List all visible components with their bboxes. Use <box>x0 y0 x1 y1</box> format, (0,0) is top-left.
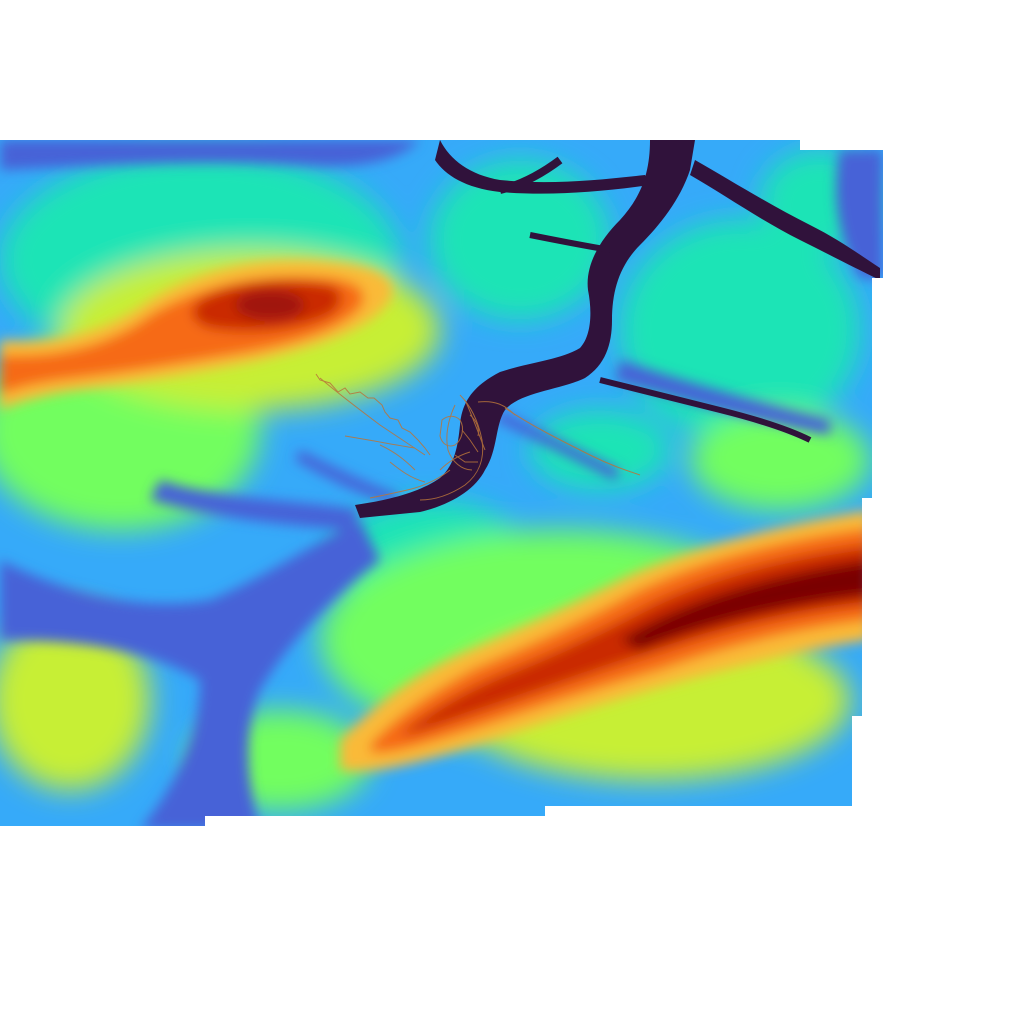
lowland-areas <box>0 140 883 826</box>
ridge-lower-right <box>340 510 870 772</box>
raster-layer <box>0 140 883 826</box>
ridge-upper-left <box>0 260 393 410</box>
route-overlay <box>315 373 641 501</box>
river-valley <box>355 140 880 518</box>
